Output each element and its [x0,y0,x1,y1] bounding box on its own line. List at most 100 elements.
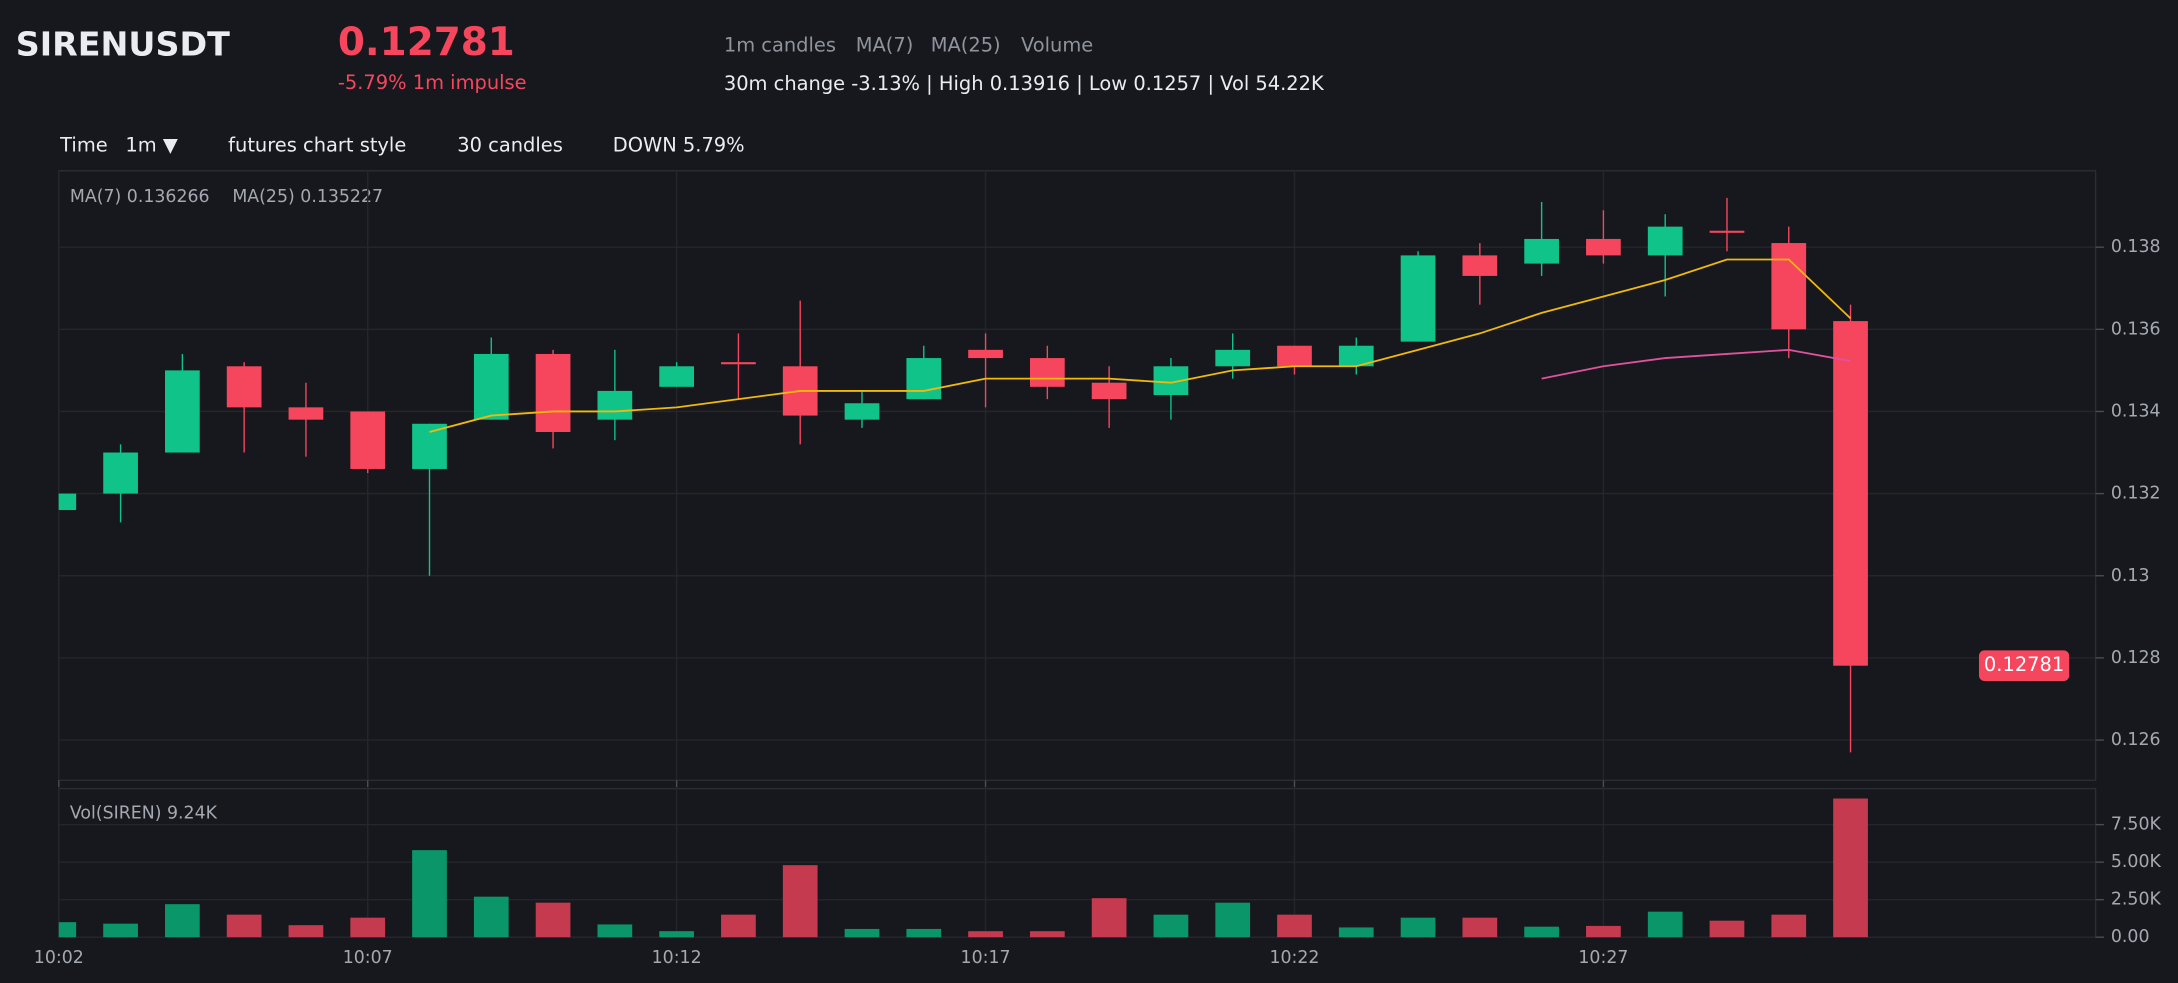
volume-bar [1833,798,1868,938]
y-tick-label: 0.128 [2111,648,2161,668]
candle-count: 30 candles [457,133,563,156]
candle-body [350,411,386,469]
y-tick-label: 5.00K [2111,852,2162,872]
candle-body [165,370,200,453]
indicator-label: MA(7) [856,33,914,56]
y-tick-label: 7.50K [2111,815,2162,835]
plot [58,197,1868,938]
y-tick-label: 0.13 [2111,566,2150,586]
candle-body [1586,238,1621,256]
y-tick-label: 0.132 [2111,484,2161,504]
y-tick-label: 0.138 [2111,237,2161,257]
y-tick-label: 0.134 [2111,401,2161,421]
volume-bar [782,865,818,938]
grid [58,170,2096,938]
volume-bar [535,902,571,938]
volume-bar [226,914,262,938]
volume-bar [288,925,324,938]
x-tick-label: 10:07 [343,948,393,968]
x-tick-label: 10:12 [652,948,702,968]
volume-bar [350,917,386,938]
time-label: Time [59,133,108,156]
candle-body [58,493,77,511]
y-tick-label: 0.126 [2111,730,2161,750]
candle-body [844,403,880,420]
y-tick-label: 0.136 [2111,319,2161,339]
volume-bar [1647,911,1683,938]
volume-bar [1709,920,1745,938]
price-change: -5.79% 1m impulse [338,71,527,94]
price-tag [1978,650,2070,681]
y-tick-label: 2.50K [2111,890,2162,910]
candle-body [906,358,942,400]
volume-bar [1338,927,1374,938]
volume-bar [412,850,447,938]
candle-body [597,390,633,420]
volume-bar [659,931,694,938]
volume-readout: Vol(SIREN) 9.24K [70,804,218,824]
candle-body [968,349,1003,359]
x-tick-label: 10:02 [34,948,84,968]
symbol: SIRENUSDT [16,24,230,63]
volume-bar [968,931,1003,938]
indicator-label: MA(25) [931,33,1001,56]
candle-body [1709,230,1745,233]
volume-bar [1462,917,1498,938]
y-tick-label: 0.00 [2111,927,2150,947]
volume-bar [103,923,138,938]
ma-line [429,258,1852,433]
volume-bar [1771,914,1807,938]
candle-body [473,353,509,420]
price-tag-label: 0.12781 [1984,653,2064,676]
candle-body [1771,243,1807,330]
ma-line [1541,348,1851,380]
volume-bar [165,904,200,938]
candle-body [1833,321,1868,666]
volume-bar [844,928,880,938]
candle-body [721,362,756,365]
volume-bar [1524,926,1559,938]
volume-bar [1153,914,1189,938]
x-tick-label: 10:17 [961,948,1011,968]
candle-body [1400,255,1436,342]
candle-body [1091,382,1127,400]
candle-body [1524,238,1559,264]
candle-body [1277,345,1312,367]
indicator-label: Volume [1021,33,1093,56]
x-tick-label: 10:22 [1269,948,1319,968]
candle-body [1462,255,1498,276]
candle-body [412,423,447,469]
interval-dropdown[interactable]: 1m ▼ [125,133,177,156]
volume-bar [1400,917,1436,938]
direction: DOWN 5.79% [613,133,745,156]
volume-bar [906,928,942,938]
volume-bar [721,914,756,938]
volume-bar [58,922,77,938]
last-price: 0.12781 [338,20,515,65]
volume-bar [473,896,509,938]
candle-body [1215,349,1251,367]
volume-bar [1029,931,1065,938]
candle-body [288,407,324,420]
indicator-label: 1m candles [724,33,836,56]
volume-bar [597,924,633,938]
ma-readout: MA(25) 0.135227 [232,187,383,207]
volume-bar [1215,902,1251,938]
candle-body [535,353,571,432]
candle-body [226,366,262,408]
volume-bar [1277,914,1312,938]
candle-body [1338,345,1374,367]
stats-line: 30m change -3.13% | High 0.13916 | Low 0… [724,72,1325,95]
ma-readout: MA(7) 0.136266 [70,187,210,207]
x-tick-label: 10:27 [1578,948,1628,968]
volume-bar [1091,898,1127,938]
candle-body [1647,226,1683,256]
volume-bar [1586,925,1621,938]
chart-style[interactable]: futures chart style [228,133,406,156]
candle-body [103,452,138,494]
candle-body [659,366,694,387]
candle-body [1029,358,1065,387]
